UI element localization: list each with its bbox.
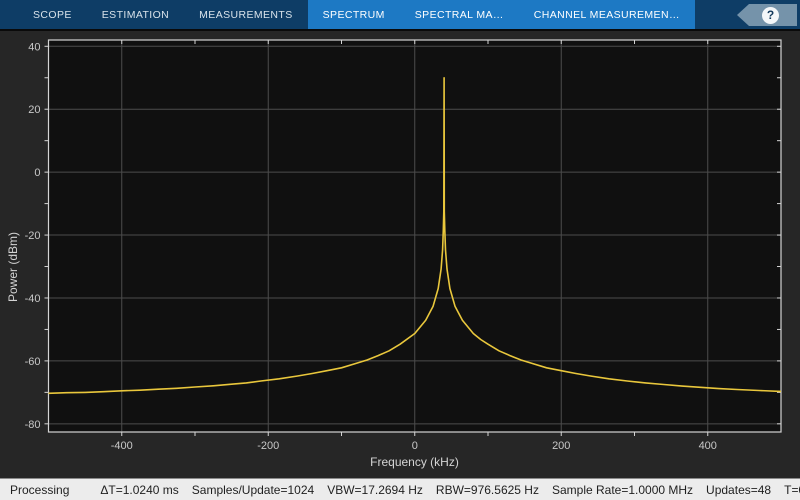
tab-scope[interactable]: SCOPE bbox=[33, 8, 72, 21]
spectrum-panel: 40 20 0 -20 -40 -60 -80 -400 -200 0 200 400 Power (… bbox=[0, 29, 800, 477]
status-stat: VBW=17.2694 Hz bbox=[327, 482, 423, 497]
tab-spectral-mask[interactable]: SPECTRAL MA… bbox=[399, 0, 519, 29]
tab-estimation[interactable]: ESTIMATION bbox=[101, 8, 170, 21]
y-tick-label: 0 bbox=[34, 167, 40, 179]
y-tick-label: -60 bbox=[25, 356, 41, 368]
status-stats: ΔT=1.0240 ms Samples/Update=1024 VBW=17.26… bbox=[100, 483, 800, 497]
y-tick-label: -20 bbox=[25, 230, 41, 242]
y-tick-label: -40 bbox=[25, 293, 41, 305]
plot-border bbox=[47, 39, 782, 433]
x-tick-label: 400 bbox=[699, 440, 717, 452]
x-tick-label: 200 bbox=[552, 440, 570, 452]
status-stat: Updates=48 bbox=[706, 482, 772, 497]
x-tick-label: 0 bbox=[412, 440, 418, 452]
help-icon: ? bbox=[762, 6, 779, 24]
status-bar: Processing ΔT=1.0240 ms Samples/Update=10… bbox=[0, 478, 800, 500]
tabbar-spacer bbox=[0, 0, 18, 29]
x-tick-label: -200 bbox=[257, 440, 279, 452]
x-tick-label: -400 bbox=[111, 440, 133, 452]
help-button[interactable]: ? bbox=[737, 4, 797, 26]
tab-measurements[interactable]: MEASUREMENTS bbox=[199, 8, 293, 21]
y-tick-label: 40 bbox=[28, 41, 40, 53]
status-stat: ΔT=1.0240 ms bbox=[100, 482, 179, 497]
y-tick-label: -80 bbox=[25, 419, 41, 431]
status-state: Processing bbox=[10, 482, 70, 497]
status-stat: T=0.0500 bbox=[784, 482, 800, 497]
status-stat: Samples/Update=1024 bbox=[191, 482, 315, 497]
status-stat: Sample Rate=1.0000 MHz bbox=[551, 482, 694, 497]
status-stat: RBW=976.5625 Hz bbox=[435, 482, 539, 497]
spectrum-trace bbox=[48, 76, 782, 395]
toolstrip-tabbar: SCOPE ESTIMATION MEASUREMENTS SPECTRUM S… bbox=[0, 0, 800, 29]
tab-spectrum[interactable]: SPECTRUM bbox=[307, 0, 400, 29]
y-tick-label: 20 bbox=[28, 104, 40, 116]
tab-channel-measurements[interactable]: CHANNEL MEASUREMEN… bbox=[518, 0, 695, 29]
